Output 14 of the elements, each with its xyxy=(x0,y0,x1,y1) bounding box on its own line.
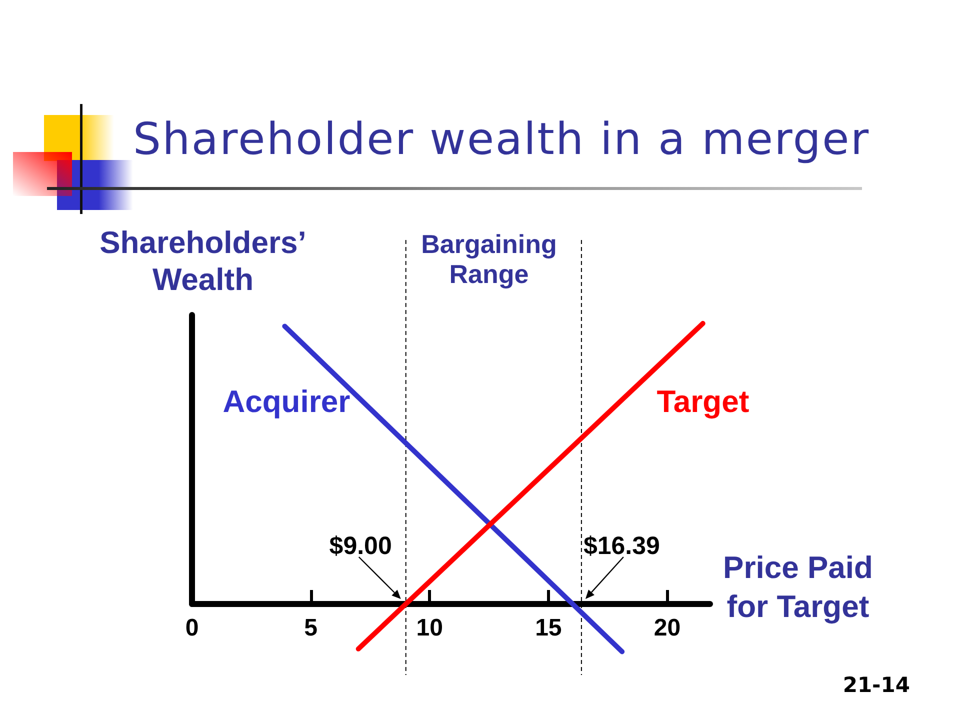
x-tick-label: 5 xyxy=(304,614,318,642)
y-axis-title: Shareholders’ Wealth xyxy=(98,224,308,298)
x-tick-label: 0 xyxy=(185,614,199,642)
text: 21-14 xyxy=(842,672,910,698)
chart-title: Shareholder wealth in a merger xyxy=(133,114,870,165)
x-tick-label: 10 xyxy=(416,614,443,642)
text: Bargaining Range xyxy=(420,229,558,289)
ref-line-label: $9.00 xyxy=(329,531,392,561)
series-label: Target xyxy=(656,382,750,421)
x-tick-label: 20 xyxy=(654,614,681,642)
x-tick-label: 15 xyxy=(535,614,562,642)
series-label: Acquirer xyxy=(222,382,350,421)
ref-line-label: $16.39 xyxy=(583,531,660,561)
x-axis-title: Price Paid for Target xyxy=(722,549,874,626)
